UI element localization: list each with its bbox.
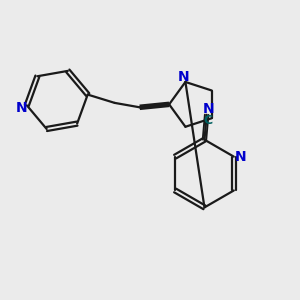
Text: N: N [178,70,190,84]
Text: N: N [16,101,27,115]
Text: C: C [204,114,213,127]
Text: N: N [235,150,246,164]
Text: N: N [202,102,214,116]
